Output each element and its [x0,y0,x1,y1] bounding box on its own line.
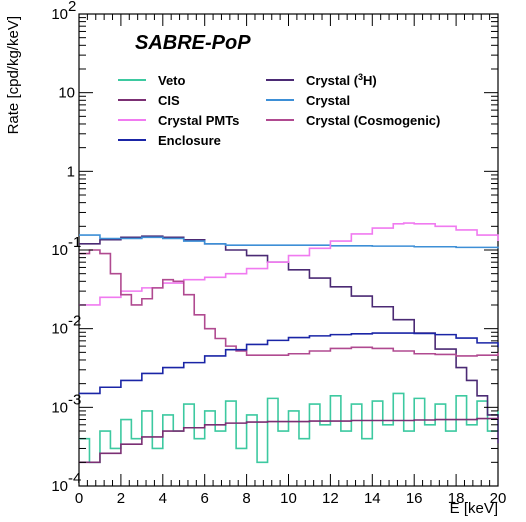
x-tick-label: 6 [201,490,209,507]
series-line-5 [79,249,499,357]
x-tick-label: 18 [448,490,465,507]
series-line-0 [79,392,499,464]
legend-label: Veto [158,73,186,88]
y-tick-exponent: 2 [68,0,76,15]
y-tick-exponent: -3 [68,391,81,408]
y-tick-label: 10 [51,478,68,495]
legend-label: Crystal [306,93,350,108]
series-layer [79,222,499,464]
x-tick-label: 0 [75,490,83,507]
y-tick-label: 10 [58,85,75,102]
series-line-6 [79,332,499,395]
y-tick-label: 10 [51,399,68,416]
x-tick-label: 16 [406,490,423,507]
x-tick-label: 14 [364,490,381,507]
x-tick-label: 10 [280,490,297,507]
y-tick-label: 10 [51,6,68,23]
legend-label: Enclosure [158,133,221,148]
x-axis-title: E [keV] [450,500,498,517]
y-tick-label: 1 [67,163,75,180]
series-line-3 [79,234,499,249]
x-tick-label: 12 [322,490,339,507]
y-tick-exponent: -1 [68,234,81,251]
series-line-2 [79,417,499,464]
y-tick-exponent: -2 [68,313,81,330]
legend-label: Crystal PMTs [158,113,239,128]
x-tick-label: 2 [117,490,125,507]
y-tick-label: 10 [51,321,68,338]
legend-label: CIS [158,93,180,108]
x-tick-label: 20 [490,490,507,507]
y-tick-exponent: -4 [68,470,81,487]
y-tick-label: 10 [51,242,68,259]
x-tick-label: 4 [159,490,167,507]
chart-title: SABRE-PoP [135,32,251,54]
legend-label: Crystal (Cosmogenic) [306,113,440,128]
legend-label: Crystal (3H) [306,72,377,88]
y-axis-title: Rate [cpd/kg/keV] [5,16,22,134]
x-tick-label: 8 [242,490,250,507]
legend: Veto Crystal (3H) CIS Crystal Crystal PMTs Cr… [118,72,440,148]
